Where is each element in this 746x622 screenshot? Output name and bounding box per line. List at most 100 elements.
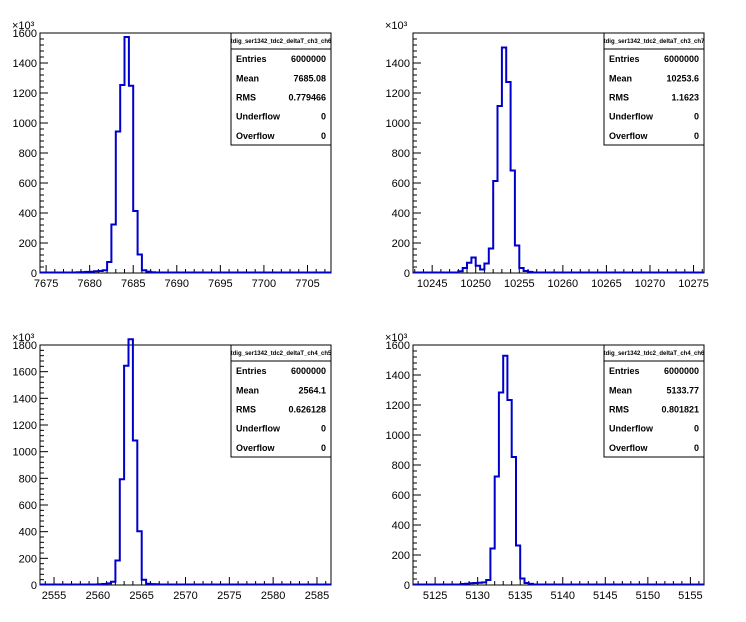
y-tick-label: 0 [31, 580, 37, 592]
panel-ch3-ch7: 10245 10250 10255 10260 10265 10270 10275 0 200 4… [385, 20, 709, 290]
y-tick-label: 0 [404, 268, 410, 280]
y-exponent-label: ×10³ [12, 332, 35, 344]
stats-row-label: RMS [609, 93, 629, 103]
stats-row-value: 0 [694, 424, 699, 434]
stats-row-label: Mean [236, 73, 259, 83]
stats-row-label: RMS [609, 405, 629, 415]
x-tick-label: 2555 [42, 590, 66, 602]
x-tick-label: 7705 [295, 278, 319, 290]
stats-row-label: Overflow [609, 131, 649, 141]
x-tick-label: 7680 [77, 278, 101, 290]
y-exponent-label: ×10³ [385, 20, 408, 32]
y-tick-label: 1400 [386, 370, 410, 382]
y-tick-label: 1400 [13, 58, 37, 70]
stats-row-label: Mean [609, 73, 632, 83]
stats-box-title: tdig_ser1342_tdc2_deltaT_ch3_ch7 [604, 39, 705, 45]
x-tick-label: 5155 [678, 590, 702, 602]
y-tick-label: 0 [31, 268, 37, 280]
y-tick-label: 200 [392, 238, 410, 250]
stats-row-label: Entries [236, 54, 267, 64]
stats-row-value: 6000000 [291, 54, 326, 64]
stats-row-value: 0 [321, 443, 326, 453]
y-tick-label: 1800 [13, 340, 37, 352]
stats-row-value: 10253.6 [666, 73, 699, 83]
stats-row-value: 0 [694, 443, 699, 453]
stats-row-value: 2564.1 [298, 385, 326, 395]
stats-row-label: Entries [236, 366, 267, 376]
stats-row-label: Entries [609, 366, 640, 376]
y-tick-label: 400 [392, 208, 410, 220]
y-tick-label: 1200 [386, 400, 410, 412]
y-tick-label: 1200 [13, 420, 37, 432]
y-tick-label: 1400 [13, 393, 37, 405]
y-tick-label: 200 [19, 553, 37, 565]
stats-row-value: 6000000 [664, 366, 699, 376]
stats-row-value: 0 [321, 112, 326, 122]
x-tick-label: 2585 [305, 590, 329, 602]
stats-row-label: Mean [609, 385, 632, 395]
stats-box: tdig_ser1342_tdc2_deltaT_ch3_ch7 Entries 6… [603, 32, 705, 146]
x-tick-label: 10265 [591, 278, 622, 290]
x-tick-label: 2565 [129, 590, 153, 602]
stats-row-label: Overflow [609, 443, 649, 453]
y-tick-label: 1000 [386, 430, 410, 442]
histogram-series [40, 36, 331, 274]
x-tick-label: 5135 [508, 590, 532, 602]
stats-row-value: 0 [694, 112, 699, 122]
histogram-series [413, 46, 704, 274]
x-tick-label: 5130 [465, 590, 489, 602]
y-tick-label: 1200 [13, 88, 37, 100]
y-tick-label: 0 [404, 580, 410, 592]
x-tick-label: 5140 [551, 590, 575, 602]
y-tick-label: 1000 [13, 118, 37, 130]
y-tick-label: 600 [392, 490, 410, 502]
stats-box-frame [603, 32, 705, 146]
x-tick-label: 2575 [217, 590, 241, 602]
y-tick-label: 600 [392, 178, 410, 190]
stats-box-title: tdig_ser1342_tdc2_deltaT_ch4_ch6 [604, 351, 705, 357]
stats-row-value: 0 [321, 424, 326, 434]
x-tick-label: 2580 [261, 590, 285, 602]
stats-row-label: Mean [236, 385, 259, 395]
x-tick-label: 10275 [678, 278, 709, 290]
y-tick-label: 600 [19, 178, 37, 190]
y-tick-label: 1600 [386, 340, 410, 352]
y-tick-label: 400 [19, 527, 37, 539]
y-tick-label: 800 [19, 148, 37, 160]
stats-box: tdig_ser1342_tdc2_deltaT_ch4_ch5 Entries 6… [230, 344, 332, 458]
y-tick-label: 800 [19, 473, 37, 485]
x-tick-label: 7675 [34, 278, 58, 290]
stats-row-label: Underflow [609, 112, 654, 122]
stats-row-label: Overflow [236, 443, 276, 453]
stats-row-value: 0 [321, 131, 326, 141]
stats-row-label: RMS [236, 405, 256, 415]
x-tick-label: 10270 [635, 278, 666, 290]
y-tick-label: 1400 [386, 58, 410, 70]
x-tick-label: 2560 [86, 590, 110, 602]
histogram-series [40, 338, 331, 586]
x-tick-label: 5150 [636, 590, 660, 602]
x-tick-label: 10260 [548, 278, 579, 290]
x-tick-label: 10250 [460, 278, 491, 290]
x-tick-label: 7700 [252, 278, 276, 290]
stats-row-value: 0.801821 [661, 405, 699, 415]
panel-ch4-ch6: 5125 5130 5135 5140 5145 5150 5155 0 200 400 600 80… [385, 332, 705, 602]
stats-box-frame [230, 344, 332, 458]
y-tick-label: 400 [19, 208, 37, 220]
stats-row-label: RMS [236, 93, 256, 103]
y-tick-label: 200 [392, 550, 410, 562]
stats-row-value: 6000000 [664, 54, 699, 64]
x-tick-label: 7685 [121, 278, 145, 290]
stats-row-value: 0 [694, 131, 699, 141]
y-tick-label: 400 [392, 520, 410, 532]
y-exponent-label: ×10³ [385, 332, 408, 344]
stats-row-value: 0.626128 [288, 405, 326, 415]
stats-row-label: Entries [609, 54, 640, 64]
stats-box-frame [603, 344, 705, 458]
x-tick-label: 5145 [593, 590, 617, 602]
stats-box-title: tdig_ser1342_tdc2_deltaT_ch4_ch5 [231, 351, 332, 357]
stats-row-value: 0.779466 [288, 93, 326, 103]
x-tick-label: 5125 [423, 590, 447, 602]
x-tick-label: 2570 [173, 590, 197, 602]
